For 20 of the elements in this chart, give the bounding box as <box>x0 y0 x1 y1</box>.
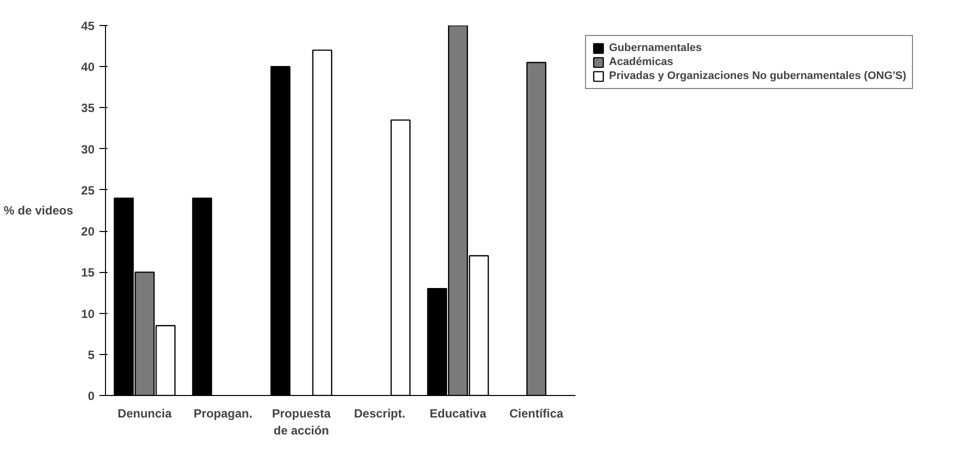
y-tick-label: 0 <box>88 389 95 403</box>
y-tick-label: 45 <box>81 19 95 33</box>
y-tick-label: 30 <box>81 142 95 156</box>
y-tick-label: 5 <box>88 348 95 362</box>
y-tick-label: 15 <box>81 266 95 280</box>
y-tick-label: 10 <box>81 306 95 321</box>
x-tick-label: Educativa <box>430 406 487 420</box>
x-tick-label: Propagan. <box>194 406 252 420</box>
y-tick-label: 25 <box>81 183 95 198</box>
legend-label: Privadas y Organizaciones No gubernamentales (ONG'S) <box>609 70 906 82</box>
y-tick-label: 40 <box>81 60 95 74</box>
x-tick-label: Denuncia <box>118 406 172 420</box>
x-tick-label: Descript. <box>354 406 406 420</box>
legend-label: Académicas <box>609 56 674 68</box>
x-tick-label: Científica <box>509 406 564 420</box>
y-tick-label: 20 <box>81 224 95 239</box>
y-axis-title: % de videos <box>4 204 74 218</box>
y-tick-label: 35 <box>81 101 95 116</box>
x-tick-label: Propuesta de acción <box>272 406 331 438</box>
legend-label: Gubernamentales <box>609 42 702 54</box>
